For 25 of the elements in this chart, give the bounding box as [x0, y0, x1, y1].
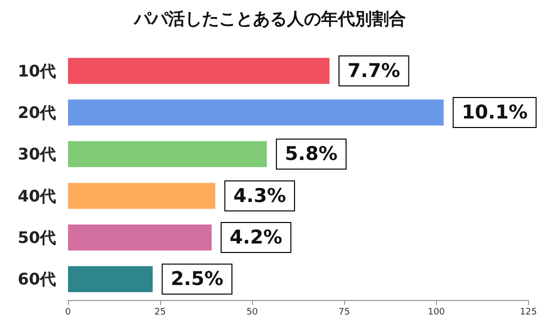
- x-tick-label: 125: [520, 308, 538, 318]
- annotation: 10.1%: [462, 102, 528, 124]
- annotation: 2.5%: [170, 268, 224, 290]
- bar: [68, 58, 330, 84]
- bar: [68, 224, 212, 250]
- y-tick-label: 60代: [18, 270, 56, 289]
- bar: [68, 141, 267, 168]
- x-tick-label: 50: [246, 308, 258, 318]
- x-tick-label: 75: [338, 308, 350, 318]
- x-tick-label: 100: [428, 308, 446, 318]
- bar: [68, 182, 216, 209]
- y-tick-label: 30代: [18, 144, 56, 164]
- y-tick-label: 10代: [18, 61, 56, 80]
- bar: [68, 266, 153, 292]
- annotation: 4.3%: [233, 184, 286, 207]
- y-tick-label: 50代: [18, 228, 56, 247]
- chart-title: パパ活したことある人の年代別割合: [133, 10, 406, 30]
- annotation: 5.8%: [284, 143, 338, 166]
- x-tick-label: 25: [154, 308, 166, 318]
- bar: [68, 100, 444, 126]
- x-tick-label: 0: [65, 308, 72, 318]
- y-tick-label: 40代: [18, 186, 56, 206]
- annotation: 4.2%: [230, 226, 282, 248]
- y-tick-label: 20代: [18, 103, 56, 122]
- annotation: 7.7%: [348, 60, 400, 82]
